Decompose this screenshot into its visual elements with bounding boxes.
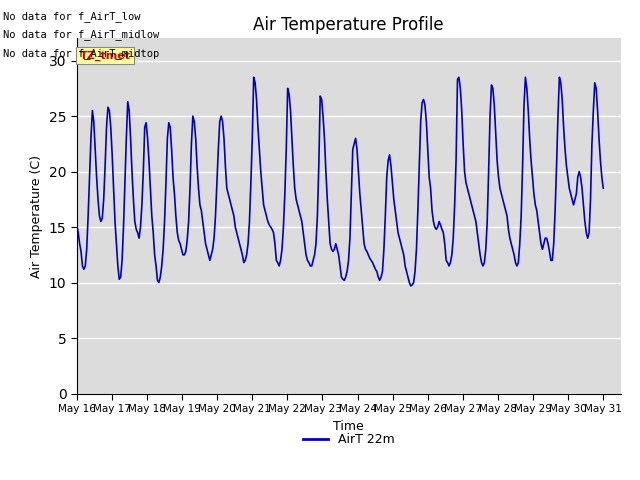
Legend: AirT 22m: AirT 22m	[298, 428, 399, 451]
Text: TZ_tmet: TZ_tmet	[79, 50, 131, 60]
Y-axis label: Air Temperature (C): Air Temperature (C)	[30, 155, 44, 277]
Text: No data for f_AirT_midlow: No data for f_AirT_midlow	[3, 29, 159, 40]
Title: Air Temperature Profile: Air Temperature Profile	[253, 16, 444, 34]
Text: No data for f_AirT_low: No data for f_AirT_low	[3, 11, 141, 22]
Text: No data for f_AirT_midtop: No data for f_AirT_midtop	[3, 48, 159, 59]
X-axis label: Time: Time	[333, 420, 364, 432]
